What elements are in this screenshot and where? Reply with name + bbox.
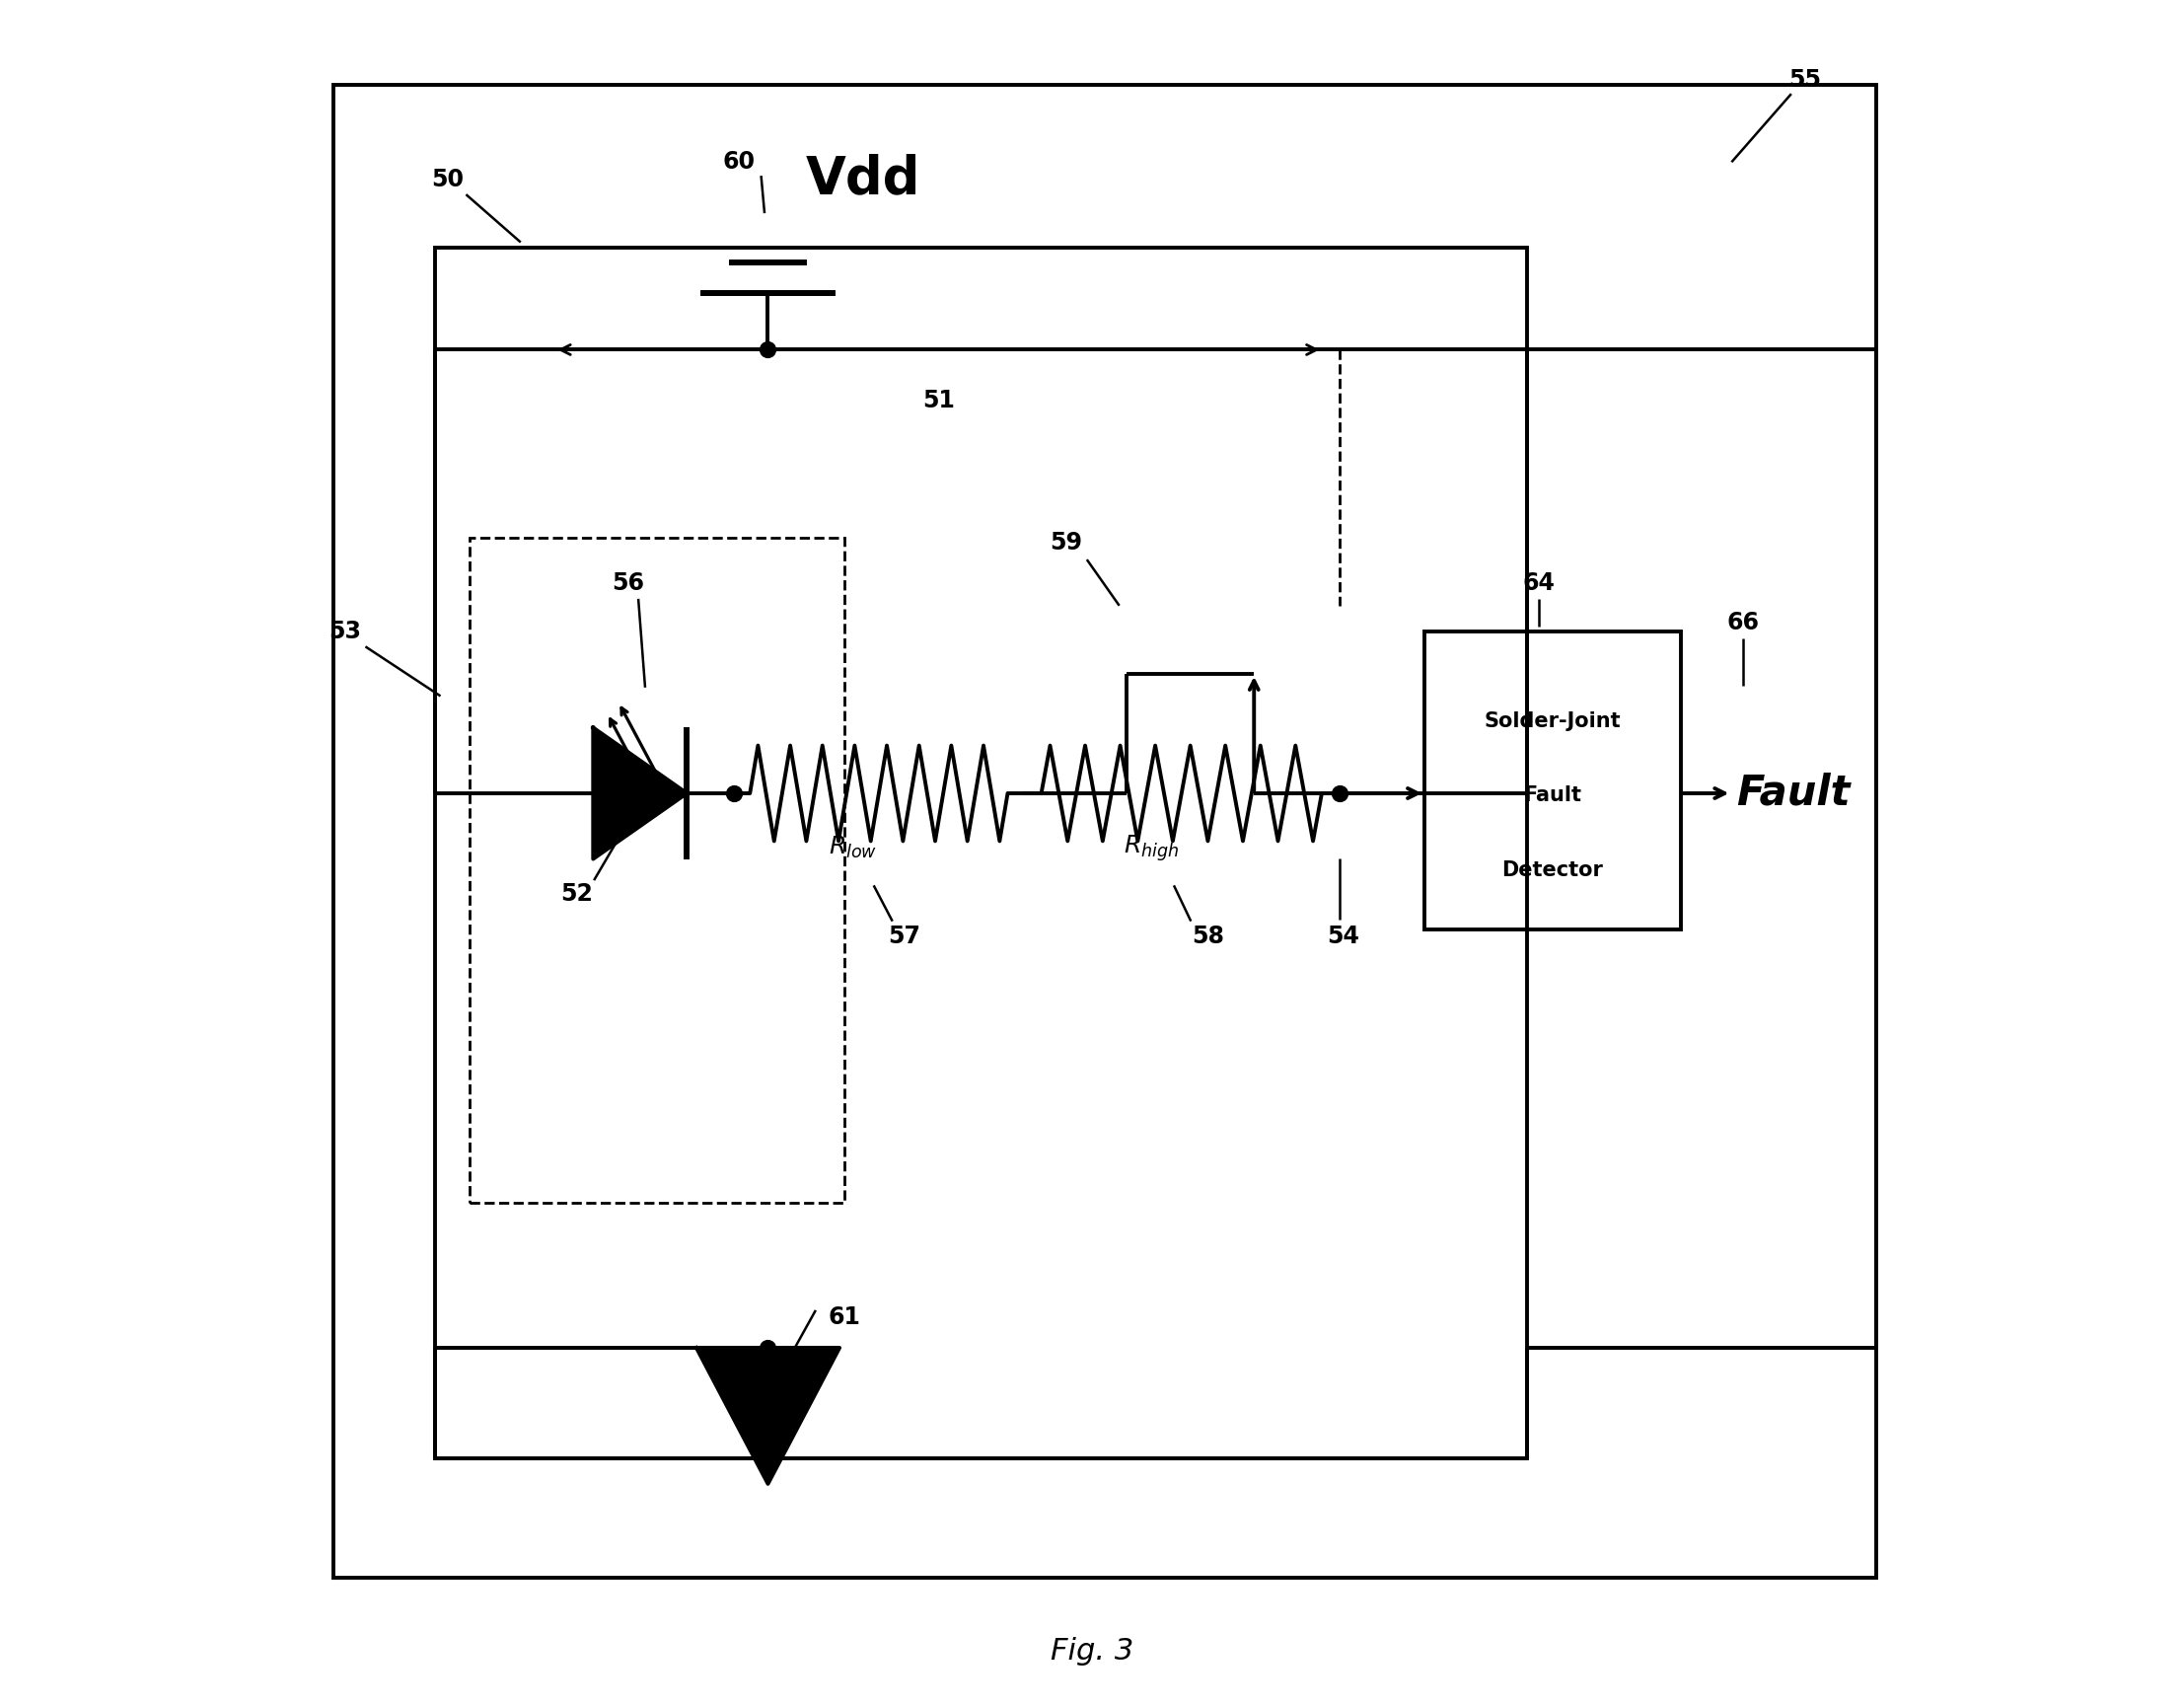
Text: 56: 56 xyxy=(612,572,644,595)
Text: $R_{high}$: $R_{high}$ xyxy=(1125,833,1179,863)
Point xyxy=(751,1334,786,1361)
Bar xyxy=(332,85,1876,1578)
Text: 55: 55 xyxy=(1789,68,1821,92)
Polygon shape xyxy=(594,727,688,860)
Text: 52: 52 xyxy=(561,882,594,906)
Text: Fault: Fault xyxy=(1524,785,1581,805)
Text: 64: 64 xyxy=(1522,572,1555,595)
Text: 57: 57 xyxy=(889,925,922,949)
Text: 59: 59 xyxy=(1051,531,1083,554)
Text: 53: 53 xyxy=(328,619,360,643)
Text: 66: 66 xyxy=(1728,611,1760,635)
Point xyxy=(751,336,786,363)
Text: Vdd: Vdd xyxy=(806,154,919,205)
Bar xyxy=(470,537,845,1203)
Text: Solder-Joint: Solder-Joint xyxy=(1485,711,1621,730)
Point xyxy=(716,780,751,807)
Point xyxy=(1321,780,1356,807)
Text: 51: 51 xyxy=(922,389,954,413)
Text: $R_{low}$: $R_{low}$ xyxy=(830,834,878,862)
Text: 60: 60 xyxy=(723,150,756,174)
Bar xyxy=(1424,631,1679,930)
Text: Fault: Fault xyxy=(1736,773,1850,814)
Text: 61: 61 xyxy=(828,1305,860,1329)
Text: 50: 50 xyxy=(430,167,463,191)
Text: 54: 54 xyxy=(1326,925,1358,949)
Text: 58: 58 xyxy=(1192,925,1225,949)
Text: Detector: Detector xyxy=(1503,860,1603,880)
Polygon shape xyxy=(697,1348,839,1484)
Bar xyxy=(435,247,1527,1459)
Text: Fig. 3: Fig. 3 xyxy=(1051,1638,1133,1665)
